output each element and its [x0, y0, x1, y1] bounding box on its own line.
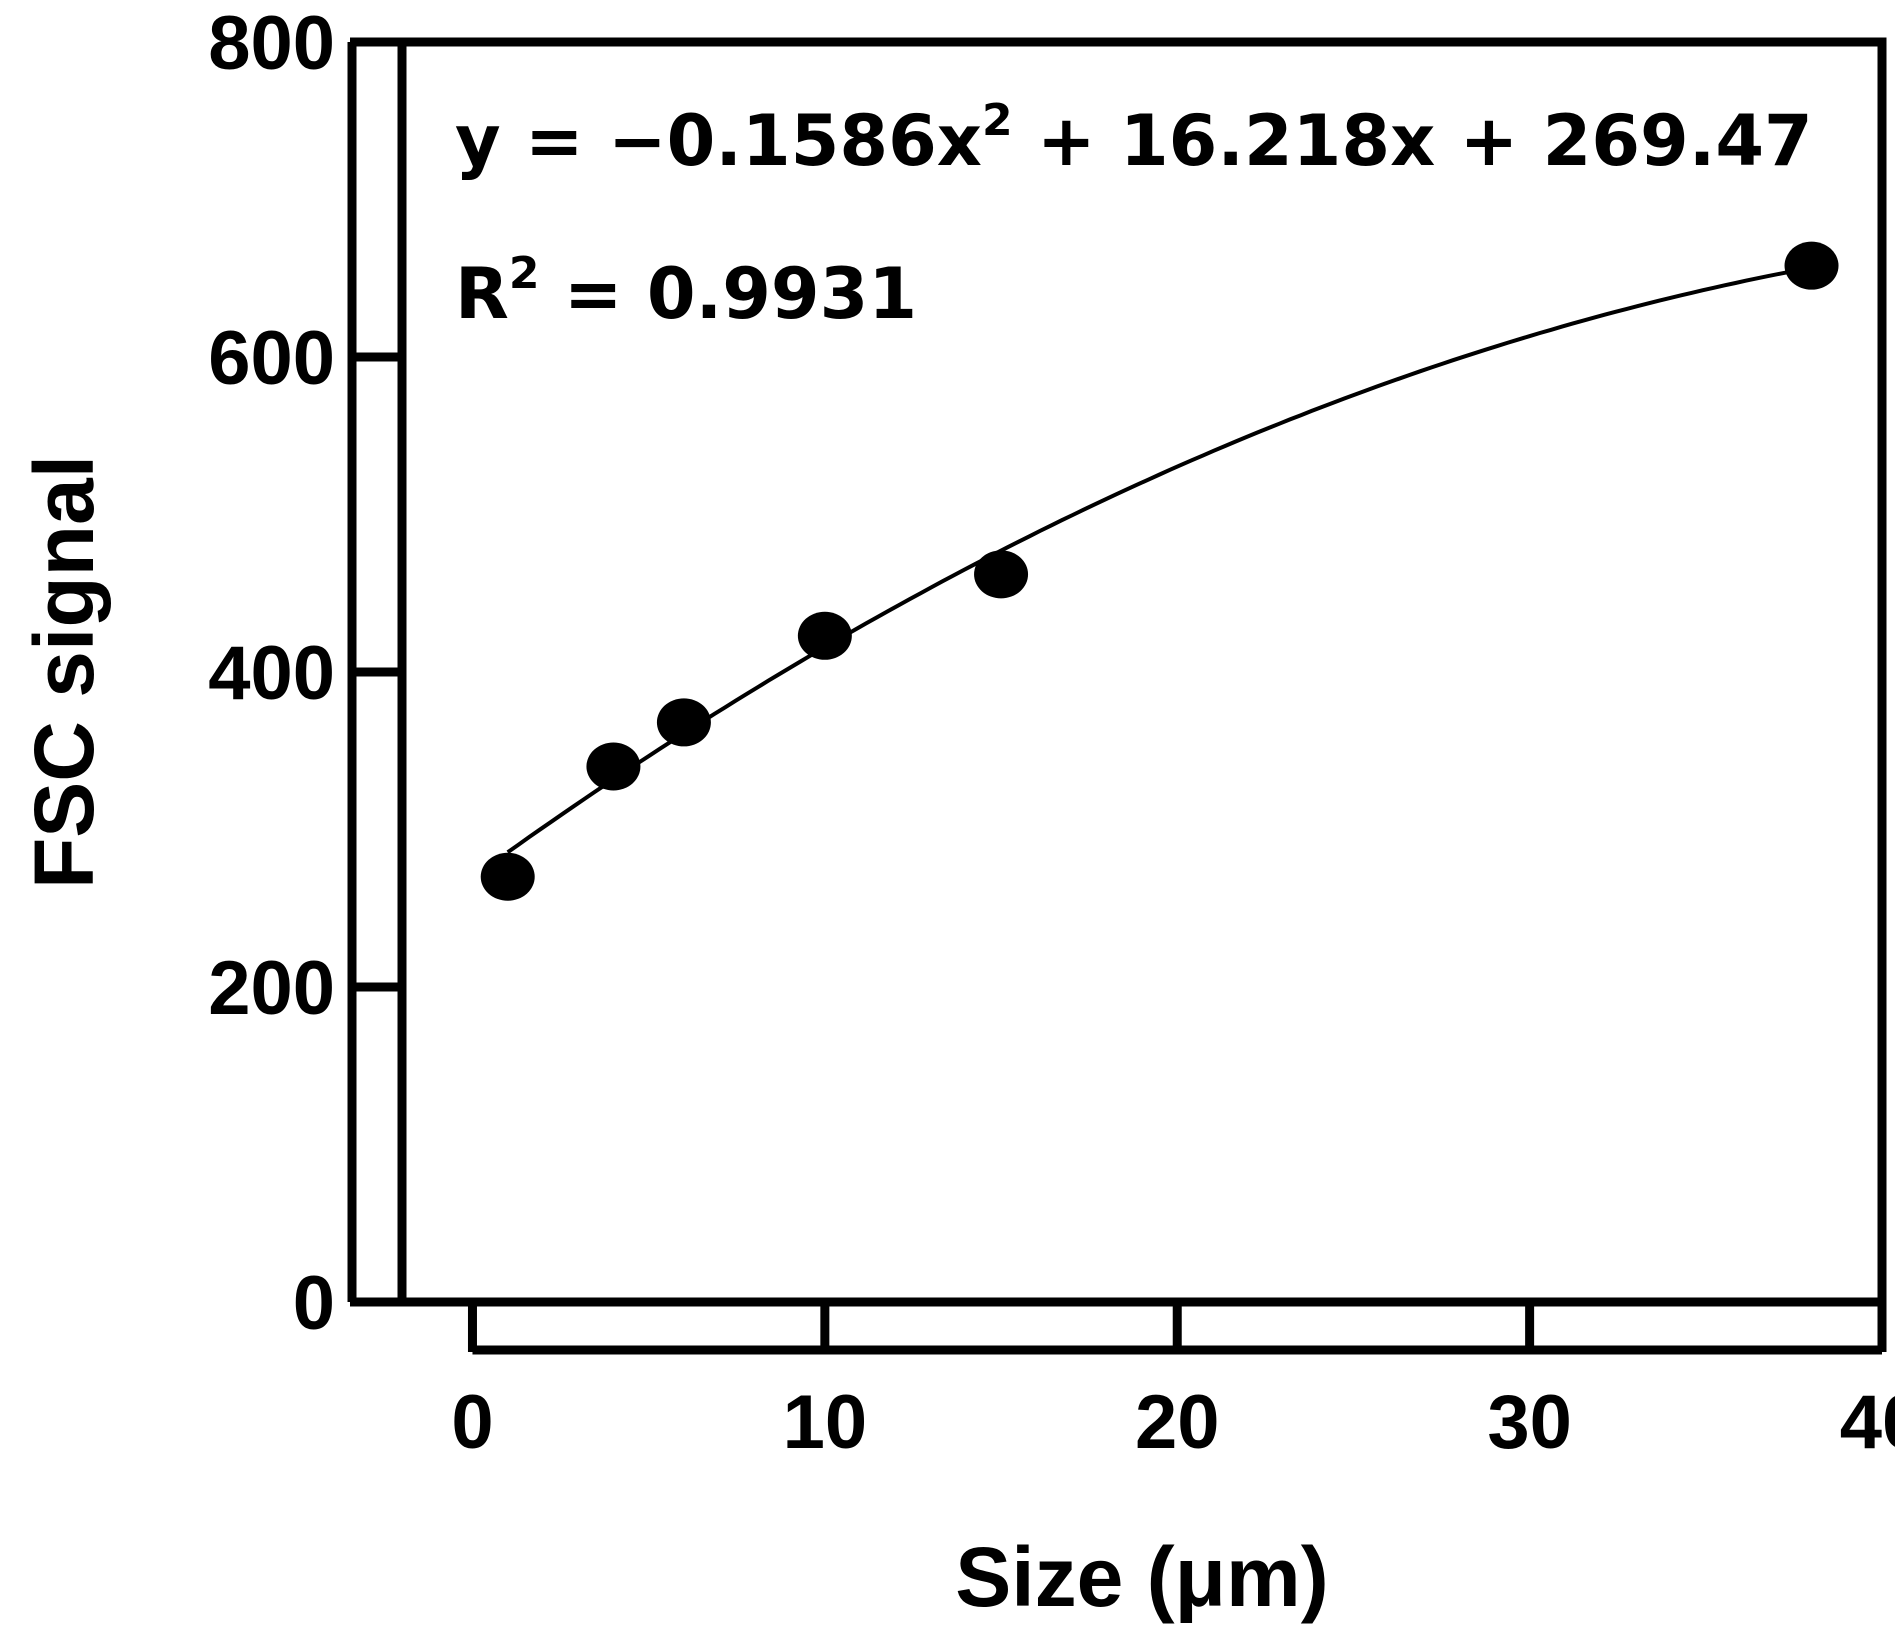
- x-axis-title: Size (μm): [955, 1530, 1328, 1624]
- data-point: [480, 852, 535, 901]
- data-points: [480, 241, 1839, 901]
- y-tick-label: 800: [208, 1, 335, 86]
- plot-frame: [397, 37, 1887, 1307]
- y-axis-title: FSC signal: [17, 455, 111, 889]
- y-tick-label: 600: [208, 316, 335, 401]
- data-point: [656, 698, 711, 747]
- data-point: [797, 611, 852, 660]
- y-tick-label: 0: [293, 1261, 335, 1346]
- x-axis: 0 10 20 30 40: [451, 1300, 1895, 1465]
- x-tick-label: 0: [451, 1380, 493, 1465]
- y-tick-label: 400: [208, 631, 335, 716]
- data-point: [586, 742, 641, 791]
- fit-curve: [506, 265, 1812, 854]
- data-point: [974, 550, 1029, 599]
- data-point: [1784, 241, 1839, 290]
- x-tick-label: 40: [1840, 1380, 1895, 1465]
- x-tick-label: 20: [1135, 1380, 1220, 1465]
- r-squared-annotation: R2 = 0.9931: [455, 248, 917, 335]
- equation-annotation: y = −0.1586x2 + 16.218x + 269.47: [455, 95, 1813, 182]
- x-tick-label: 30: [1487, 1380, 1572, 1465]
- x-tick-label: 10: [783, 1380, 868, 1465]
- y-axis: 0 200 400 600 800: [208, 1, 402, 1346]
- y-tick-label: 200: [208, 946, 335, 1031]
